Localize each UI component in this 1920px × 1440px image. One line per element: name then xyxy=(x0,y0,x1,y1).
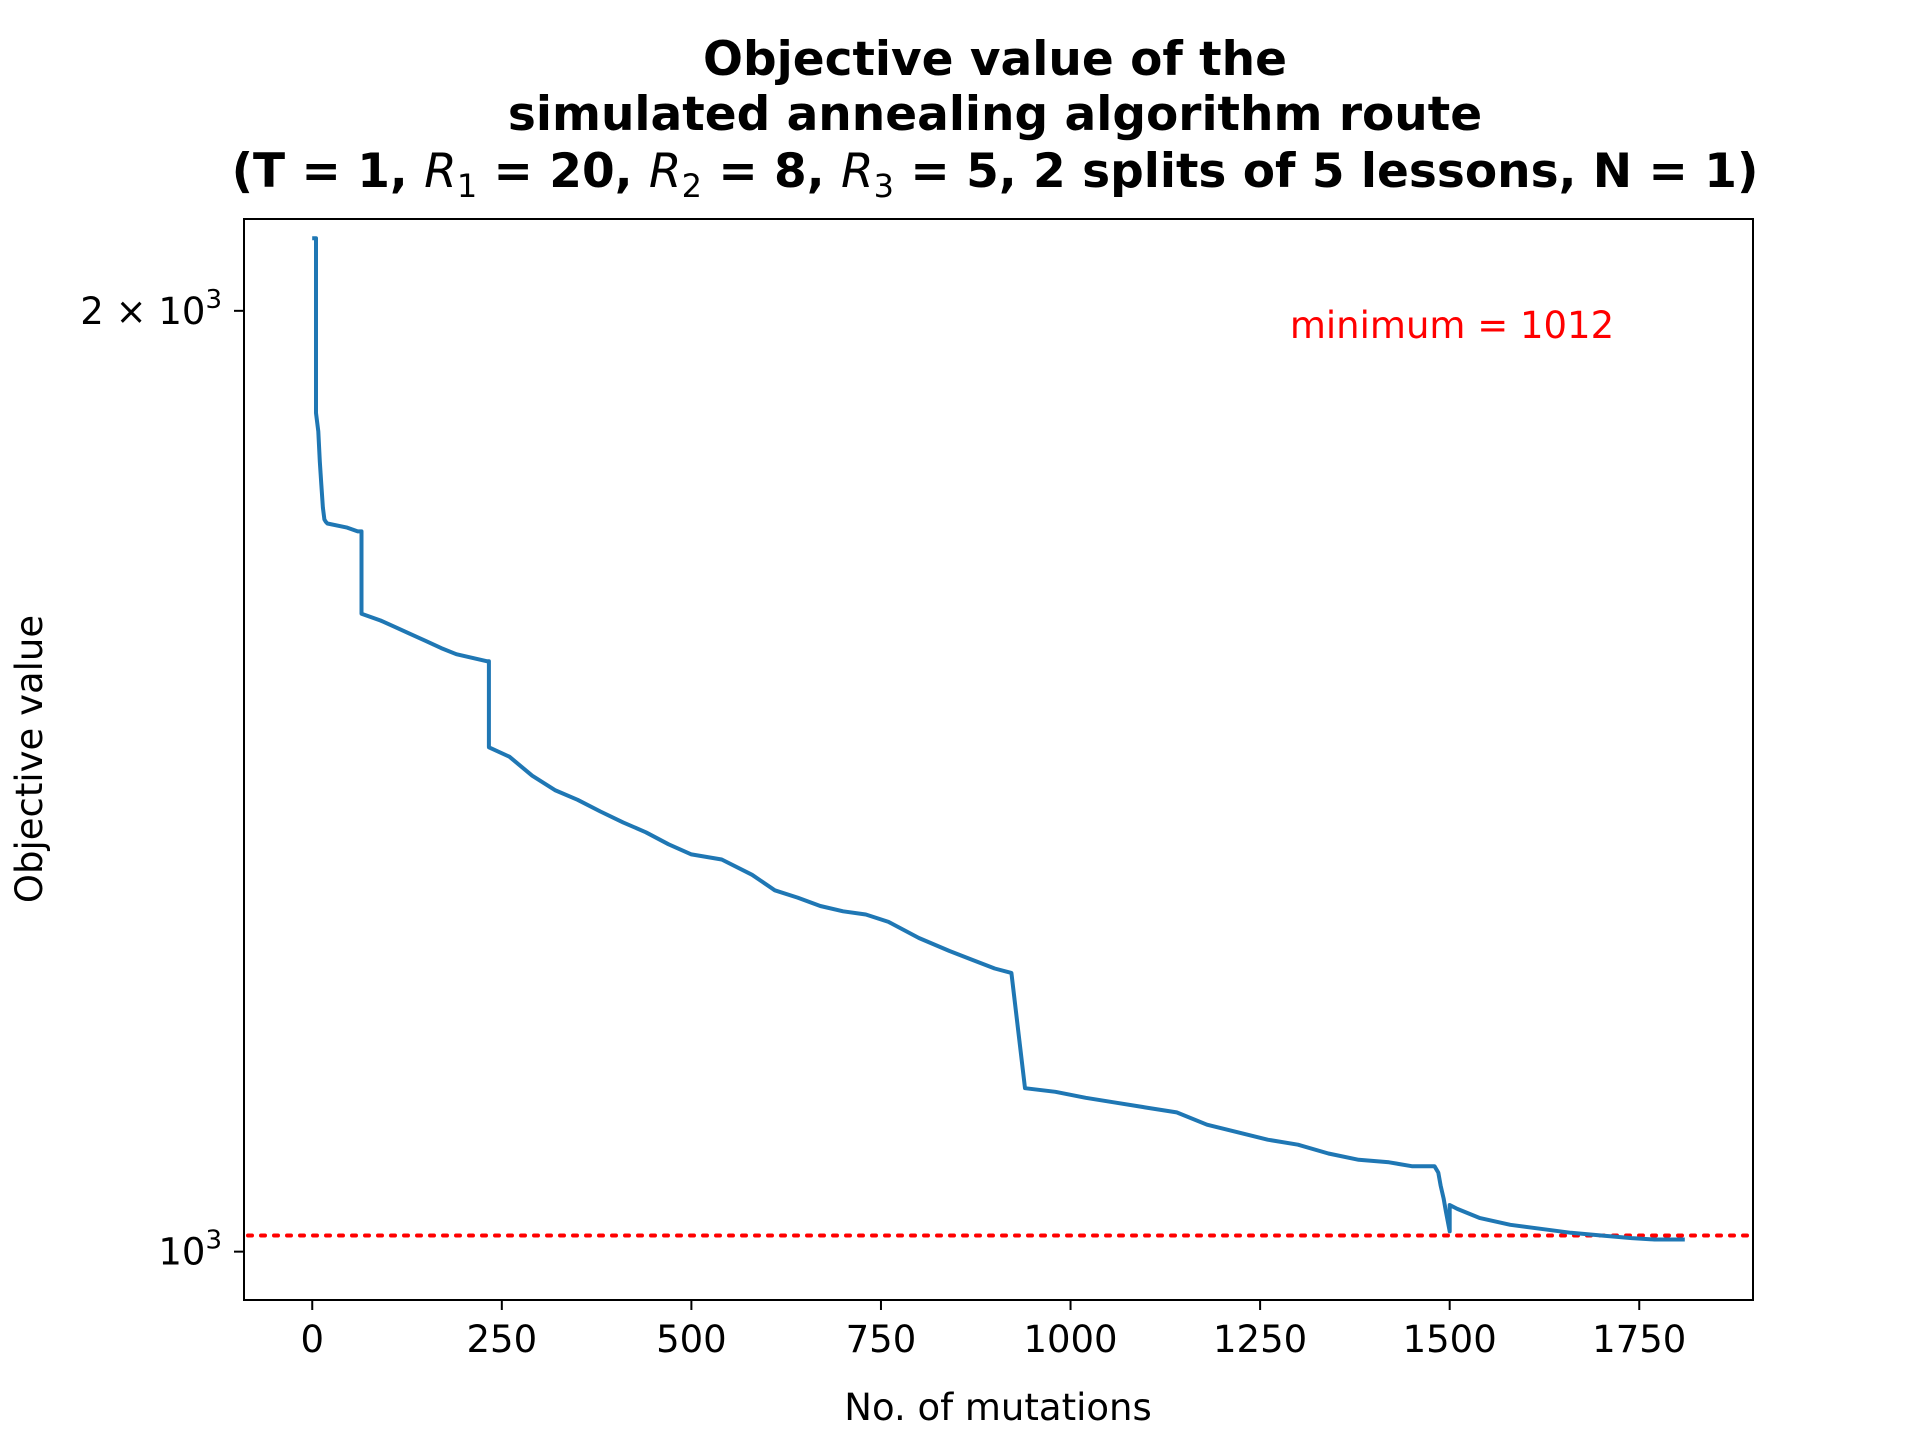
chart-title-line-3: (T = 1, R1 = 20, R2 = 8, R3 = 5, 2 split… xyxy=(232,144,1759,205)
title-r3-symbol: R xyxy=(841,144,874,199)
x-tick-label: 500 xyxy=(656,1318,727,1361)
x-tick-label: 0 xyxy=(300,1318,324,1361)
title-r1-value: = 20, xyxy=(477,144,649,199)
y-axis-label: Objective value xyxy=(8,615,51,903)
y-tick-label: 103 xyxy=(158,1226,222,1274)
x-axis-ticks: 0 250 500 750 1000 1250 1500 1750 xyxy=(300,1300,1686,1361)
title-r2-symbol: R xyxy=(649,144,682,199)
title-r2-subscript: 2 xyxy=(682,167,702,205)
plot-area-frame xyxy=(243,218,1754,1301)
title-r1-subscript: 1 xyxy=(457,167,477,205)
x-tick-label: 750 xyxy=(846,1318,917,1361)
x-tick-label: 250 xyxy=(467,1318,538,1361)
minimum-annotation: minimum = 1012 xyxy=(1290,304,1614,347)
title-r1-symbol: R xyxy=(424,144,457,199)
chart-title-line-2: simulated annealing algorithm route xyxy=(508,87,1482,142)
x-tick-label: 1000 xyxy=(1023,1318,1117,1361)
x-tick-label: 1250 xyxy=(1213,1318,1307,1361)
x-tick-label: 1750 xyxy=(1592,1318,1686,1361)
y-axis-ticks: 2 × 103 103 xyxy=(80,285,244,1274)
x-tick-label: 1500 xyxy=(1403,1318,1497,1361)
chart-title-line-1: Objective value of the xyxy=(703,32,1287,87)
chart-title: Objective value of the simulated anneali… xyxy=(232,32,1759,205)
x-axis-label: No. of mutations xyxy=(844,1386,1151,1429)
y-tick-label: 2 × 103 xyxy=(80,285,222,333)
title-r2-value: = 8, xyxy=(702,144,841,199)
objective-series-line xyxy=(312,236,1685,1242)
title-r3-subscript: 3 xyxy=(874,167,894,205)
title-params-close: = 5, 2 splits of 5 lessons, N = 1) xyxy=(894,144,1758,199)
title-params-open: (T = 1, xyxy=(232,144,425,199)
